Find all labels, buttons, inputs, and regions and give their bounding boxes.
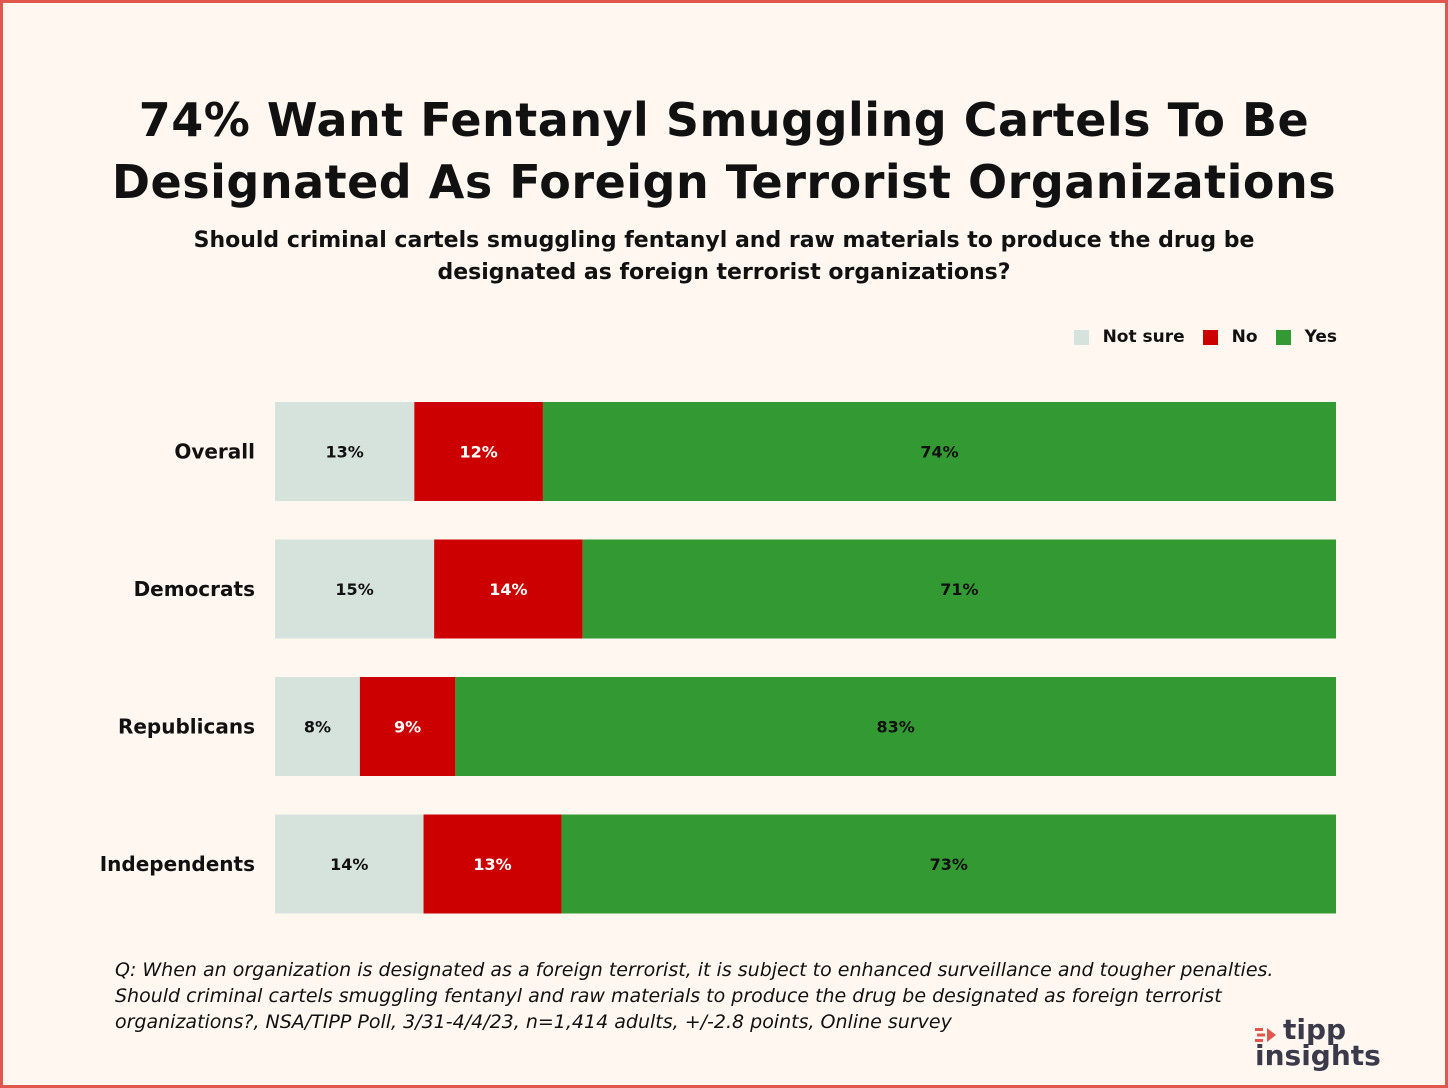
bar-segment-yes <box>582 539 1336 639</box>
data-label: 14% <box>330 855 368 874</box>
chart-subtitle: Should criminal cartels smuggling fentan… <box>193 228 1255 285</box>
legend-item-no: No <box>1202 327 1258 347</box>
logo-text-tipp: tipp <box>1283 1013 1347 1046</box>
logo-mark-icon <box>1255 1028 1276 1042</box>
data-label: 15% <box>335 580 373 599</box>
footnote-line-2: Should criminal cartels smuggling fentan… <box>115 985 1222 1007</box>
data-label: 13% <box>473 855 511 874</box>
legend-swatch-yes <box>1275 329 1291 345</box>
legend-label-not-sure: Not sure <box>1102 327 1185 347</box>
legend-swatch-not-sure <box>1073 329 1089 345</box>
footnote-line-1: Q: When an organization is designated as… <box>115 959 1274 981</box>
chart-title: 74% Want Fentanyl Smuggling Cartels To B… <box>3 89 1445 213</box>
bar-segment-not-sure <box>275 539 435 639</box>
data-label: 8% <box>304 718 331 737</box>
category-label: Democrats <box>134 577 255 601</box>
logo-text-insights: insights <box>1255 1039 1381 1072</box>
legend-label-yes: Yes <box>1304 327 1337 347</box>
category-label: Republicans <box>118 715 255 739</box>
legend: Not sure No Yes <box>1056 327 1337 347</box>
bar-segment-no <box>414 402 543 501</box>
legend-label-no: No <box>1231 327 1258 347</box>
bar-segment-not-sure <box>275 402 415 501</box>
bar-segment-yes <box>542 402 1336 501</box>
legend-swatch-no <box>1202 329 1218 345</box>
bar-segment-not-sure <box>275 814 424 914</box>
stacked-bar-chart: Overall 13% 12% 74% Democrats 15% 14% 71% Republ… <box>100 402 1336 914</box>
legend-item-not-sure: Not sure <box>1073 327 1185 347</box>
bar-segment-yes <box>561 814 1336 914</box>
data-label: 83% <box>877 718 915 737</box>
bar-segment-yes <box>455 677 1336 776</box>
bar-segment-not-sure <box>275 677 360 776</box>
bar-segment-no <box>434 539 583 639</box>
bar-segment-no <box>423 814 562 914</box>
data-label: 71% <box>940 580 978 599</box>
data-label: 12% <box>459 443 497 462</box>
data-label: 74% <box>920 443 958 462</box>
footnote: Q: When an organization is designated as… <box>115 957 1345 1035</box>
tipp-insights-logo: tipp insights <box>1255 1015 1405 1073</box>
category-label: Independents <box>100 852 255 876</box>
data-label: 14% <box>489 580 527 599</box>
data-label: 9% <box>394 718 421 737</box>
title-line-1: 74% Want Fentanyl Smuggling Cartels To B… <box>138 93 1310 147</box>
title-line-2: Designated As Foreign Terrorist Organiza… <box>111 155 1337 209</box>
data-label: 13% <box>326 443 364 462</box>
footnote-line-3: organizations?, NSA/TIPP Poll, 3/31-4/4/… <box>115 1011 952 1033</box>
category-label: Overall <box>174 440 255 464</box>
data-label: 73% <box>930 855 968 874</box>
legend-item-yes: Yes <box>1275 327 1337 347</box>
bar-segment-no <box>359 677 456 776</box>
